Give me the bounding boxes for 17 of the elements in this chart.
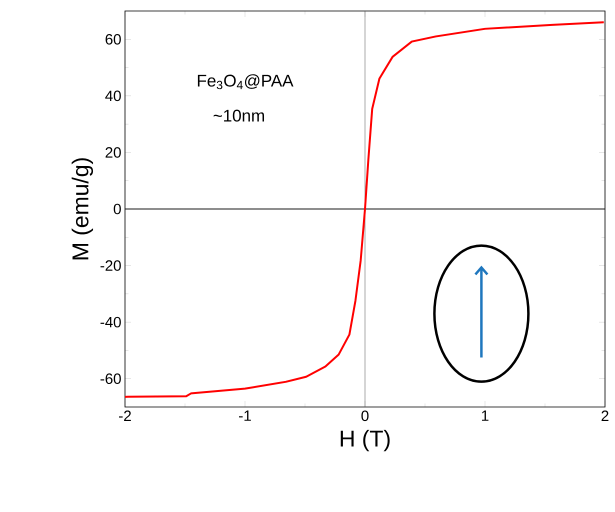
x-tick-label: -1 bbox=[239, 410, 251, 421]
line-series bbox=[125, 21, 605, 398]
y-tick-label: -40 bbox=[100, 316, 121, 328]
y-tick-label: 60 bbox=[106, 34, 121, 45]
x-tick-label: 0 bbox=[361, 410, 369, 422]
y-tick-label: -60 bbox=[100, 373, 121, 384]
annotation: Fe$_{3}$O$_{4}$@PAA bbox=[198, 74, 294, 90]
x-tick-label: -2 bbox=[119, 410, 131, 421]
x-tick-label: 2 bbox=[602, 410, 608, 421]
annotation: ~10nm bbox=[214, 110, 264, 122]
x-axis-title: H (T) bbox=[340, 430, 390, 452]
x-tick-label: 1 bbox=[482, 410, 488, 421]
y-axis-title: M (emu/g) bbox=[72, 158, 94, 260]
y-tick-label: 20 bbox=[106, 147, 121, 158]
y-tick-label: 40 bbox=[105, 90, 121, 102]
y-tick-label: -20 bbox=[100, 260, 121, 271]
y-tick-label: 0 bbox=[114, 204, 121, 214]
